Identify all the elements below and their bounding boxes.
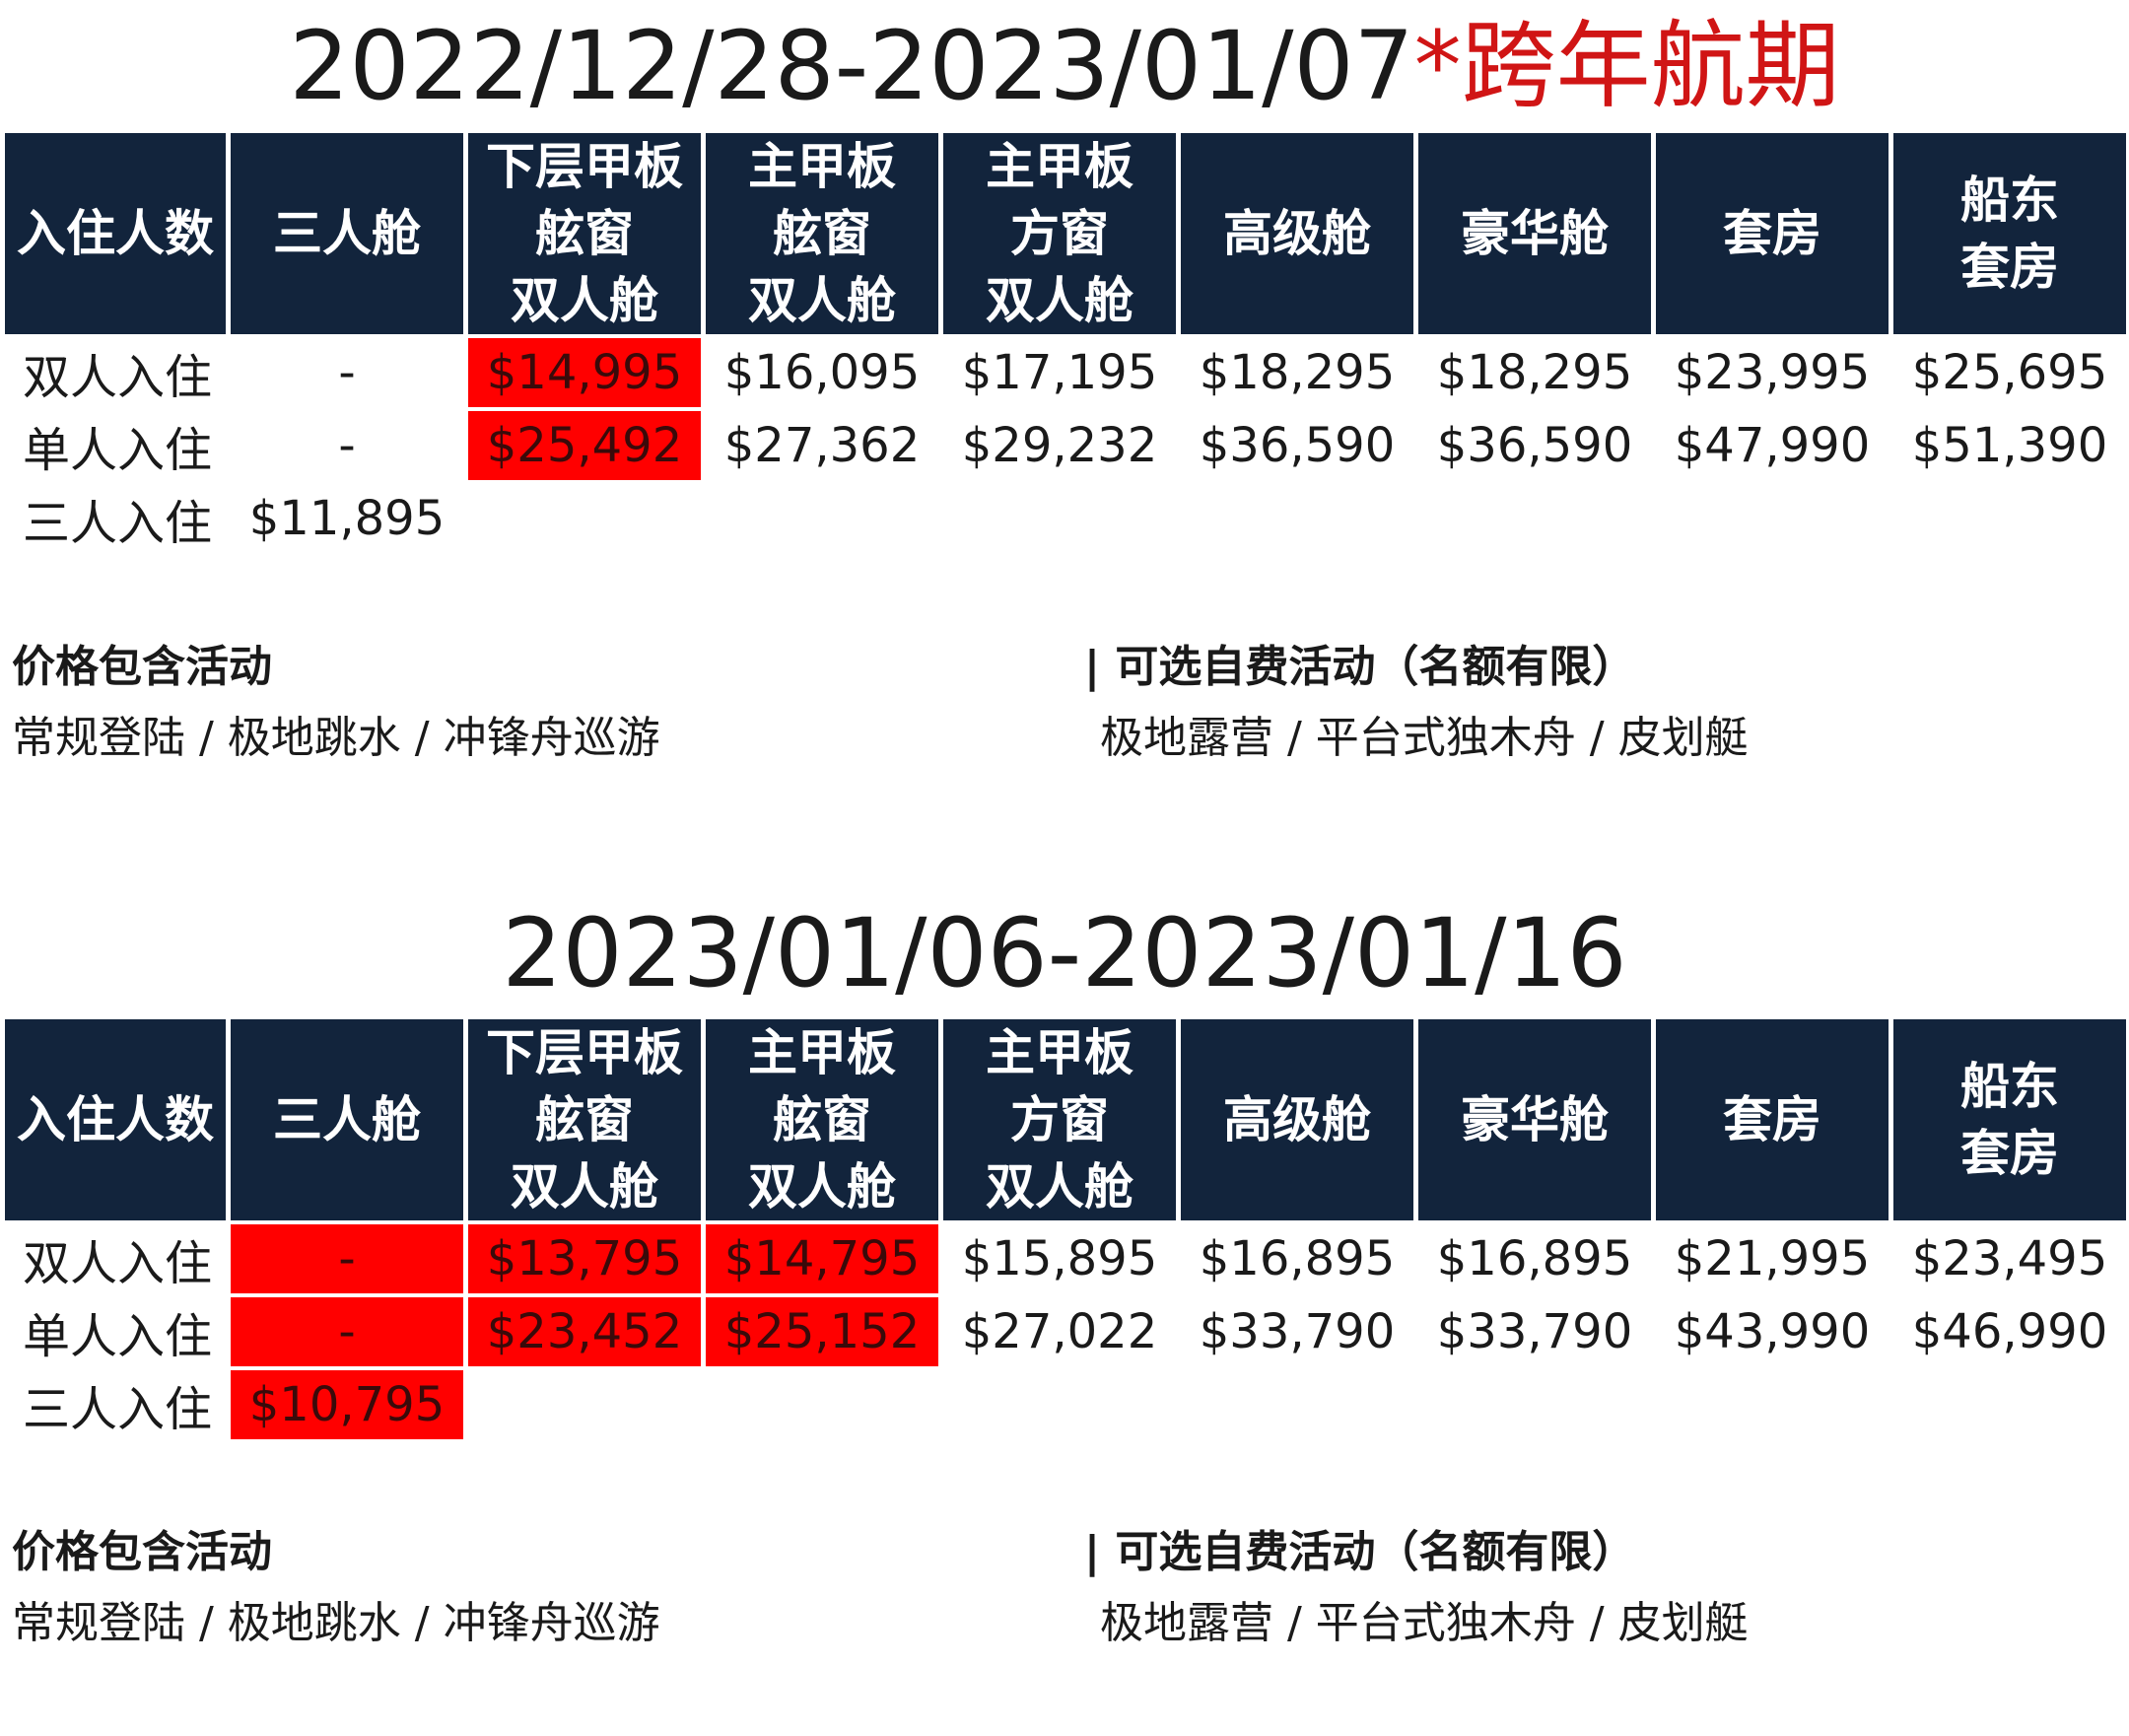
row-label: 双人入住 — [23, 350, 213, 405]
price-cell: $33,790 — [1436, 1304, 1633, 1359]
price-table-2: 入住人数 三人舱 下层甲板 舷窗 双人舱 主甲板 舷窗 双人舱 主甲板 方窗 双人舱 高级舱… — [0, 1015, 2129, 1443]
price-cell: $23,495 — [1911, 1231, 2108, 1286]
section-1-title-accent: *跨年航期 — [1413, 11, 1840, 121]
price-cell — [1893, 1370, 2126, 1439]
row-label: 三人入住 — [23, 496, 213, 551]
section-2-title: 2023/01/06-2023/01/16 — [0, 899, 2129, 1007]
price-cell: $27,022 — [961, 1304, 1158, 1359]
included-activities-heading: 价格包含活动 — [12, 1527, 272, 1577]
row-label: 单人入住 — [23, 1309, 213, 1364]
section-1-title-dates: 2022/12/28-2023/01/07 — [289, 11, 1414, 121]
section-2-title-dates: 2023/01/06-2023/01/16 — [502, 898, 1627, 1008]
table-header-row: 入住人数 三人舱 下层甲板 舷窗 双人舱 主甲板 舷窗 双人舱 主甲板 方窗 双人舱 高级舱… — [5, 1019, 2126, 1220]
price-cell: $14,995 — [468, 338, 701, 407]
section-1-title: 2022/12/28-2023/01/07*跨年航期 — [0, 12, 2129, 120]
price-cell: $36,590 — [1199, 418, 1396, 473]
col-header-suite: 套房 — [1656, 133, 1889, 334]
price-cell: $13,795 — [468, 1224, 701, 1293]
col-header-main-deck-porthole: 主甲板 舷窗 双人舱 — [706, 133, 938, 334]
row-label: 双人入住 — [23, 1236, 213, 1291]
price-cell: $10,795 — [231, 1370, 463, 1439]
price-cell: $46,990 — [1911, 1304, 2108, 1359]
col-header-lower-deck-porthole: 下层甲板 舷窗 双人舱 — [468, 133, 701, 334]
price-cell: $16,895 — [1199, 1231, 1396, 1286]
col-header-superior: 高级舱 — [1181, 133, 1413, 334]
price-cell: $27,362 — [723, 418, 921, 473]
price-cell — [468, 1370, 701, 1439]
price-table-1: 入住人数 三人舱 下层甲板 舷窗 双人舱 主甲板 舷窗 双人舱 主甲板 方窗 双人舱 高级舱… — [0, 129, 2129, 557]
price-cell — [706, 1370, 938, 1439]
price-cell — [1418, 1370, 1651, 1439]
price-cell: $14,795 — [706, 1224, 938, 1293]
col-header-lower-deck-porthole: 下层甲板 舷窗 双人舱 — [468, 1019, 701, 1220]
col-header-triple-cabin: 三人舱 — [231, 1019, 463, 1220]
price-cell: $23,995 — [1674, 345, 1871, 400]
included-activities-list: 常规登陆 / 极地跳水 / 冲锋舟巡游 — [12, 1598, 660, 1648]
price-cell: $25,152 — [706, 1297, 938, 1366]
col-header-superior: 高级舱 — [1181, 1019, 1413, 1220]
price-cell — [1893, 484, 2126, 553]
price-cell: $21,995 — [1674, 1231, 1871, 1286]
price-cell: $33,790 — [1199, 1304, 1396, 1359]
optional-activities-list: 极地露营 / 平台式独木舟 / 皮划艇 — [1100, 1598, 1749, 1648]
price-cell — [1181, 484, 1413, 553]
price-cell: $36,590 — [1436, 418, 1633, 473]
price-cell: $29,232 — [961, 418, 1158, 473]
col-header-triple-cabin: 三人舱 — [231, 133, 463, 334]
price-cell: $18,295 — [1436, 345, 1633, 400]
price-cell: $23,452 — [468, 1297, 701, 1366]
col-header-main-deck-window: 主甲板 方窗 双人舱 — [943, 133, 1176, 334]
optional-activities-list: 极地露营 / 平台式独木舟 / 皮划艇 — [1100, 713, 1749, 763]
price-cell: - — [338, 345, 356, 400]
price-cell — [943, 484, 1176, 553]
price-cell: $16,095 — [723, 345, 921, 400]
price-cell: $25,492 — [468, 411, 701, 480]
table-row: 单人入住 - $23,452 $25,152 $27,022 $33,790 $… — [5, 1297, 2126, 1366]
col-header-suite: 套房 — [1656, 1019, 1889, 1220]
col-header-main-deck-window: 主甲板 方窗 双人舱 — [943, 1019, 1176, 1220]
col-header-main-deck-porthole: 主甲板 舷窗 双人舱 — [706, 1019, 938, 1220]
col-header-owners-suite: 船东 套房 — [1893, 133, 2126, 334]
table-row: 单人入住 - $25,492 $27,362 $29,232 $36,590 $… — [5, 411, 2126, 480]
col-header-owners-suite: 船东 套房 — [1893, 1019, 2126, 1220]
table-row: 双人入住 - $14,995 $16,095 $17,195 $18,295 $… — [5, 338, 2126, 407]
price-cell: - — [231, 1297, 463, 1366]
table-row: 双人入住 - $13,795 $14,795 $15,895 $16,895 $… — [5, 1224, 2126, 1293]
price-cell — [1656, 1370, 1889, 1439]
col-header-deluxe: 豪华舱 — [1418, 1019, 1651, 1220]
price-cell: - — [338, 418, 356, 473]
price-cell: $15,895 — [961, 1231, 1158, 1286]
price-cell — [706, 484, 938, 553]
included-activities-list: 常规登陆 / 极地跳水 / 冲锋舟巡游 — [12, 713, 660, 763]
price-cell — [943, 1370, 1176, 1439]
table-row: 三人入住 $11,895 — [5, 484, 2126, 553]
price-cell — [1418, 484, 1651, 553]
table-header-row: 入住人数 三人舱 下层甲板 舷窗 双人舱 主甲板 舷窗 双人舱 主甲板 方窗 双人舱 高级舱… — [5, 133, 2126, 334]
optional-activities-heading: | 可选自费活动（名额有限） — [1084, 642, 1636, 692]
row-label: 三人入住 — [23, 1382, 213, 1437]
optional-activities-heading: | 可选自费活动（名额有限） — [1084, 1527, 1636, 1577]
price-cell: $51,390 — [1911, 418, 2108, 473]
price-cell — [468, 484, 701, 553]
col-header-occupancy: 入住人数 — [5, 1019, 226, 1220]
col-header-deluxe: 豪华舱 — [1418, 133, 1651, 334]
price-cell — [1181, 1370, 1413, 1439]
col-header-occupancy: 入住人数 — [5, 133, 226, 334]
price-cell: $11,895 — [248, 491, 446, 546]
price-cell: - — [231, 1224, 463, 1293]
table-row: 三人入住 $10,795 — [5, 1370, 2126, 1439]
price-cell: $25,695 — [1911, 345, 2108, 400]
price-cell: $47,990 — [1674, 418, 1871, 473]
price-cell — [1656, 484, 1889, 553]
price-cell: $17,195 — [961, 345, 1158, 400]
price-cell: $18,295 — [1199, 345, 1396, 400]
price-cell: $16,895 — [1436, 1231, 1633, 1286]
price-cell: $43,990 — [1674, 1304, 1871, 1359]
row-label: 单人入住 — [23, 423, 213, 478]
included-activities-heading: 价格包含活动 — [12, 642, 272, 692]
